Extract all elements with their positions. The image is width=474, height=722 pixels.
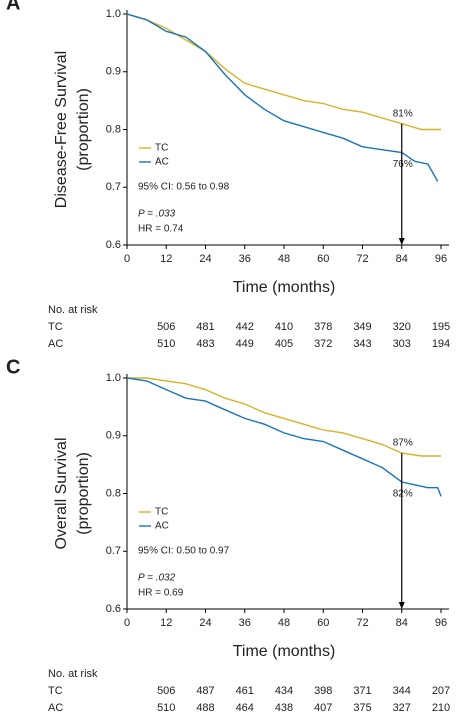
y-tick-label: 0.7 — [106, 545, 121, 557]
arrow-head — [398, 602, 405, 609]
risk-count: 506 — [157, 321, 175, 333]
risk-count: 510 — [157, 338, 175, 350]
risk-count: 207 — [432, 685, 450, 697]
x-tick-label: 96 — [435, 253, 447, 265]
risk-count: 195 — [432, 321, 450, 333]
x-tick-label: 12 — [160, 617, 172, 629]
risk-row-label: AC — [48, 338, 63, 350]
x-tick-label: 12 — [160, 253, 172, 265]
endpoint-label: 82% — [393, 489, 413, 500]
risk-row-label: TC — [48, 685, 63, 697]
stat-text: 95% CI: 0.56 to 0.98 — [138, 182, 230, 193]
survival-curve — [126, 13, 441, 131]
y-axis-label: (proportion) — [75, 452, 92, 535]
risk-count: 506 — [157, 685, 175, 697]
x-tick-label: 60 — [317, 617, 329, 629]
y-tick-label: 0.6 — [106, 239, 121, 251]
x-tick-label: 24 — [199, 617, 211, 629]
risk-count: 375 — [353, 702, 371, 714]
panel-letter: A — [6, 0, 20, 14]
risk-count: 410 — [275, 321, 293, 333]
risk-count: 372 — [314, 338, 332, 350]
y-axis-label: Disease-Free Survival — [53, 51, 70, 208]
x-tick-label: 24 — [199, 253, 211, 265]
risk-row-label: AC — [48, 702, 63, 714]
x-tick-label: 72 — [356, 253, 368, 265]
x-tick-label: 0 — [124, 253, 130, 265]
panel-letter: C — [6, 356, 20, 378]
risk-count: 407 — [314, 702, 332, 714]
x-tick-label: 0 — [124, 617, 130, 629]
survival-curve — [126, 377, 442, 497]
risk-count: 434 — [275, 685, 293, 697]
risk-count: 371 — [353, 685, 371, 697]
risk-count: 405 — [275, 338, 293, 350]
risk-count: 442 — [236, 321, 254, 333]
risk-count: 481 — [196, 321, 214, 333]
risk-count: 320 — [393, 321, 411, 333]
legend-label: TC — [155, 143, 168, 154]
risk-count: 488 — [196, 702, 214, 714]
x-tick-label: 96 — [435, 617, 447, 629]
legend-label: AC — [155, 157, 169, 168]
y-tick-label: 0.8 — [106, 487, 121, 499]
y-tick-label: 0.6 — [106, 603, 121, 615]
endpoint-label: 81% — [393, 108, 413, 119]
risk-count: 349 — [353, 321, 371, 333]
risk-count: 327 — [393, 702, 411, 714]
endpoint-label: 87% — [393, 438, 413, 449]
risk-count: 461 — [236, 685, 254, 697]
y-tick-label: 0.8 — [106, 123, 121, 135]
risk-count: 487 — [196, 685, 214, 697]
stat-text: HR = 0.74 — [138, 224, 184, 235]
x-tick-label: 72 — [356, 617, 368, 629]
risk-count: 398 — [314, 685, 332, 697]
y-axis-label: Overall Survival — [53, 437, 70, 549]
arrow-head — [398, 238, 405, 245]
risk-row-label: TC — [48, 321, 63, 333]
stat-text: P = .032 — [138, 573, 176, 584]
risk-count: 483 — [196, 338, 214, 350]
x-axis-label: Time (months) — [233, 643, 336, 660]
risk-count: 449 — [236, 338, 254, 350]
x-tick-label: 48 — [278, 253, 290, 265]
legend-label: TC — [155, 507, 168, 518]
x-tick-label: 36 — [239, 253, 251, 265]
risk-count: 210 — [432, 702, 450, 714]
risk-count: 344 — [393, 685, 411, 697]
y-axis-label: (proportion) — [75, 88, 92, 171]
stat-text: HR = 0.69 — [138, 588, 184, 599]
risk-count: 378 — [314, 321, 332, 333]
risk-count: 194 — [432, 338, 450, 350]
risk-table-title: No. at risk — [48, 668, 98, 680]
risk-count: 438 — [275, 702, 293, 714]
y-tick-label: 0.9 — [106, 66, 121, 78]
panel: A 0.6 0.7 0.8 0.9 1.0 0 12 24 36 48 60 72 84 96 Disease… — [6, 0, 450, 350]
stat-text: 95% CI: 0.50 to 0.97 — [138, 546, 230, 557]
risk-table-title: No. at risk — [48, 304, 98, 316]
risk-count: 343 — [353, 338, 371, 350]
survival-curve — [126, 13, 439, 182]
x-tick-label: 60 — [317, 253, 329, 265]
risk-count: 510 — [157, 702, 175, 714]
y-tick-label: 1.0 — [106, 372, 121, 384]
risk-count: 303 — [393, 338, 411, 350]
x-tick-label: 48 — [278, 617, 290, 629]
risk-count: 464 — [236, 702, 254, 714]
endpoint-label: 76% — [393, 159, 413, 170]
x-tick-label: 84 — [396, 253, 408, 265]
x-axis-label: Time (months) — [233, 279, 336, 296]
panel: C 0.6 0.7 0.8 0.9 1.0 0 12 24 36 48 60 72 84 96 Overall… — [6, 356, 450, 714]
y-tick-label: 1.0 — [106, 8, 121, 20]
survival-curve — [127, 377, 441, 457]
stat-text: P = .033 — [138, 209, 176, 220]
legend-label: AC — [155, 521, 169, 532]
y-tick-label: 0.9 — [106, 430, 121, 442]
x-tick-label: 84 — [396, 617, 408, 629]
x-tick-label: 36 — [239, 617, 251, 629]
y-tick-label: 0.7 — [106, 181, 121, 193]
